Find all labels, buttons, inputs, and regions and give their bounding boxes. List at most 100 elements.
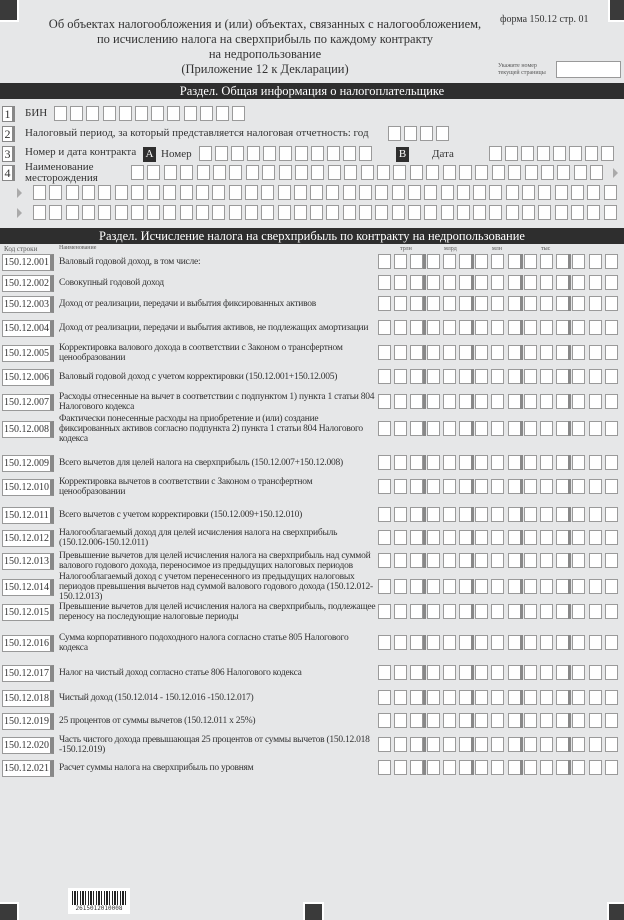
amount-digit-box[interactable]	[604, 713, 618, 728]
contract-number-box[interactable]	[327, 146, 340, 161]
amount-digit-box[interactable]	[523, 713, 537, 728]
amount-digit-box[interactable]	[556, 737, 570, 752]
amount-digit-box[interactable]	[540, 320, 553, 335]
amount-digit-box[interactable]	[556, 394, 570, 409]
amount-digit-box[interactable]	[394, 713, 408, 728]
amount-digit-box[interactable]	[394, 635, 408, 650]
amount-digit-box[interactable]	[426, 579, 440, 594]
amount-digit-box[interactable]	[507, 275, 521, 290]
amount-digit-box[interactable]	[556, 369, 570, 384]
amount-digit-box[interactable]	[523, 530, 537, 545]
amount-digit-box[interactable]	[442, 690, 456, 705]
amount-digit-box[interactable]	[507, 507, 521, 522]
field-name-box[interactable]	[489, 205, 503, 220]
amount-digit-box[interactable]	[442, 665, 456, 680]
amount-digit-box[interactable]	[378, 455, 391, 470]
amount-digit-box[interactable]	[604, 421, 618, 436]
amount-digit-box[interactable]	[604, 579, 618, 594]
amount-digit-box[interactable]	[475, 421, 489, 436]
amount-digit-box[interactable]	[378, 394, 391, 409]
contract-date-box[interactable]	[569, 146, 582, 161]
amount-digit-box[interactable]	[410, 760, 424, 775]
field-name-box[interactable]	[65, 185, 79, 200]
field-name-box[interactable]	[508, 165, 522, 180]
amount-digit-box[interactable]	[588, 479, 602, 494]
amount-digit-box[interactable]	[556, 760, 570, 775]
amount-digit-box[interactable]	[523, 737, 537, 752]
year-digit-box[interactable]	[404, 126, 417, 141]
field-name-box[interactable]	[409, 165, 423, 180]
amount-digit-box[interactable]	[604, 345, 618, 360]
field-name-box[interactable]	[541, 165, 554, 180]
field-name-box[interactable]	[98, 205, 112, 220]
amount-digit-box[interactable]	[491, 320, 505, 335]
amount-digit-box[interactable]	[378, 530, 391, 545]
amount-digit-box[interactable]	[523, 507, 537, 522]
contract-date-box[interactable]	[585, 146, 598, 161]
field-name-box[interactable]	[603, 205, 617, 220]
amount-digit-box[interactable]	[540, 479, 553, 494]
amount-digit-box[interactable]	[572, 479, 586, 494]
amount-digit-box[interactable]	[523, 635, 537, 650]
amount-digit-box[interactable]	[523, 479, 537, 494]
amount-digit-box[interactable]	[459, 345, 472, 360]
amount-digit-box[interactable]	[394, 604, 408, 619]
amount-digit-box[interactable]	[556, 254, 570, 269]
amount-digit-box[interactable]	[540, 713, 553, 728]
field-name-box[interactable]	[295, 165, 308, 180]
amount-digit-box[interactable]	[442, 421, 456, 436]
amount-digit-box[interactable]	[604, 479, 618, 494]
amount-digit-box[interactable]	[378, 479, 391, 494]
field-name-box[interactable]	[131, 165, 144, 180]
amount-digit-box[interactable]	[540, 254, 553, 269]
amount-digit-box[interactable]	[459, 713, 472, 728]
field-name-box[interactable]	[228, 185, 242, 200]
amount-digit-box[interactable]	[378, 737, 391, 752]
amount-digit-box[interactable]	[540, 275, 553, 290]
amount-digit-box[interactable]	[507, 713, 521, 728]
amount-digit-box[interactable]	[378, 635, 391, 650]
amount-digit-box[interactable]	[556, 320, 570, 335]
amount-digit-box[interactable]	[523, 320, 537, 335]
amount-digit-box[interactable]	[523, 369, 537, 384]
field-name-box[interactable]	[163, 205, 177, 220]
contract-number-box[interactable]	[263, 146, 276, 161]
amount-digit-box[interactable]	[475, 394, 489, 409]
amount-digit-box[interactable]	[556, 296, 570, 311]
amount-digit-box[interactable]	[459, 635, 472, 650]
bin-digit-box[interactable]	[167, 106, 181, 121]
amount-digit-box[interactable]	[491, 530, 505, 545]
amount-digit-box[interactable]	[394, 394, 408, 409]
amount-digit-box[interactable]	[523, 760, 537, 775]
amount-digit-box[interactable]	[475, 635, 489, 650]
amount-digit-box[interactable]	[588, 345, 602, 360]
amount-digit-box[interactable]	[540, 665, 553, 680]
amount-digit-box[interactable]	[426, 635, 440, 650]
field-name-box[interactable]	[65, 205, 79, 220]
field-name-box[interactable]	[473, 185, 487, 200]
field-name-box[interactable]	[407, 205, 421, 220]
amount-digit-box[interactable]	[572, 713, 586, 728]
field-name-box[interactable]	[196, 205, 209, 220]
amount-digit-box[interactable]	[475, 479, 489, 494]
bin-digit-box[interactable]	[86, 106, 100, 121]
amount-digit-box[interactable]	[588, 254, 602, 269]
amount-digit-box[interactable]	[394, 345, 408, 360]
field-name-box[interactable]	[522, 205, 535, 220]
amount-digit-box[interactable]	[507, 530, 521, 545]
amount-digit-box[interactable]	[540, 737, 553, 752]
amount-digit-box[interactable]	[540, 604, 553, 619]
amount-digit-box[interactable]	[459, 553, 472, 568]
field-name-box[interactable]	[538, 205, 552, 220]
amount-digit-box[interactable]	[604, 604, 618, 619]
amount-digit-box[interactable]	[507, 665, 521, 680]
amount-digit-box[interactable]	[475, 604, 489, 619]
amount-digit-box[interactable]	[459, 394, 472, 409]
bin-digit-box[interactable]	[118, 106, 132, 121]
amount-digit-box[interactable]	[394, 421, 408, 436]
amount-digit-box[interactable]	[459, 254, 472, 269]
field-name-box[interactable]	[456, 185, 470, 200]
amount-digit-box[interactable]	[556, 713, 570, 728]
field-name-box[interactable]	[179, 205, 193, 220]
amount-digit-box[interactable]	[588, 369, 602, 384]
